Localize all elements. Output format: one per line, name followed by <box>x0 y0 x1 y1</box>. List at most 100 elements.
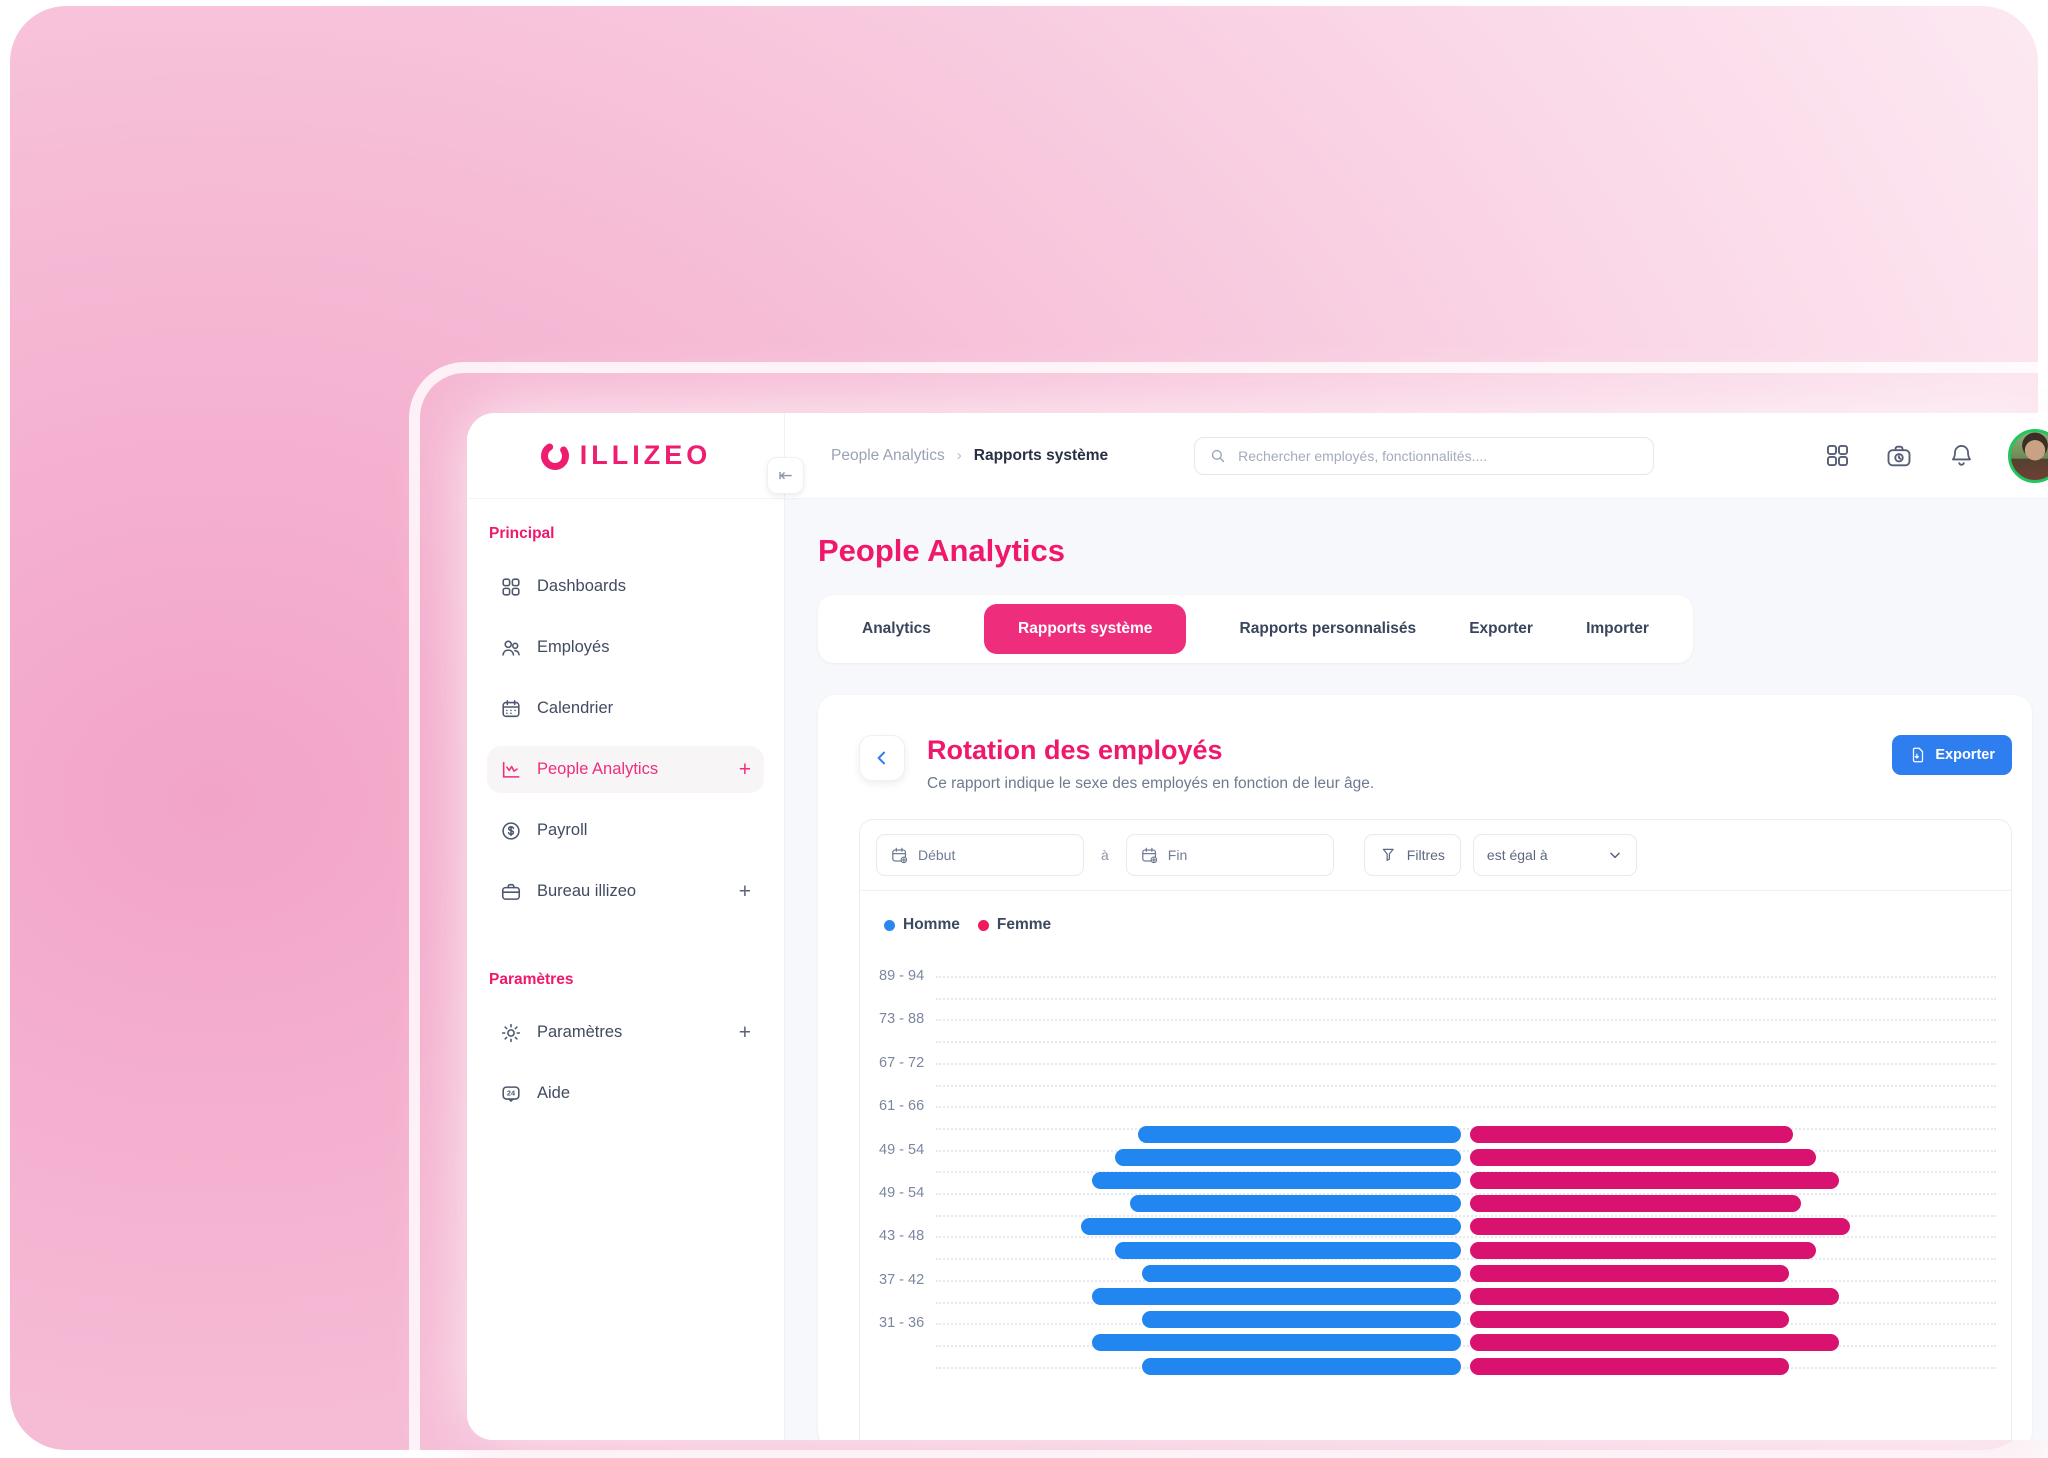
sidebar-item-label: Payroll <box>537 821 588 839</box>
legend-label: Femme <box>996 916 1052 933</box>
sidebar: ILLIZEO ⇤ Principal Dashboards Employés Cal… <box>467 413 804 1440</box>
gridline <box>936 1279 1996 1282</box>
sidebar-item-employ-s[interactable]: Employés <box>487 624 764 671</box>
sidebar-nav: Principal Dashboards Employés Calendrier Peo… <box>467 499 784 1117</box>
age-axis-label: 61 - 66 <box>879 1098 925 1115</box>
search-icon <box>1209 447 1227 465</box>
sidebar-item-payroll[interactable]: Payroll <box>487 807 764 854</box>
plus-icon[interactable]: + <box>738 757 751 781</box>
sidebar-collapse-button[interactable]: ⇤ <box>767 457 804 494</box>
topbar-icons <box>1822 428 2048 483</box>
gear-icon <box>500 1022 522 1044</box>
report-title: Rotation des employés <box>927 735 1223 765</box>
sidebar-item-param-tres[interactable]: Paramètres + <box>487 1009 764 1056</box>
sidebar-item-dashboards[interactable]: Dashboards <box>487 563 764 610</box>
briefcase-clock-icon[interactable] <box>1884 441 1914 471</box>
search-input[interactable] <box>1236 446 1640 465</box>
sidebar-item-people-analytics[interactable]: People Analytics + <box>487 746 764 793</box>
bell-icon[interactable] <box>1946 441 1976 471</box>
plus-icon[interactable]: + <box>738 1020 751 1044</box>
tab-importer[interactable]: Importer <box>1586 620 1649 637</box>
bar-femme <box>1470 1218 1850 1236</box>
bar-homme <box>1092 1334 1461 1352</box>
date-end-placeholder: Fin <box>1167 847 1188 863</box>
bar-femme <box>1470 1125 1793 1143</box>
report-subtitle: Ce rapport indique le sexe des employés … <box>927 775 1375 792</box>
tab-exporter[interactable]: Exporter <box>1469 620 1533 637</box>
gridline <box>936 1193 1996 1195</box>
calendar-plus-icon <box>892 847 908 863</box>
age-axis-label: 73 - 88 <box>879 1011 925 1028</box>
sidebar-item-label: Calendrier <box>537 699 614 717</box>
legend-dot-icon <box>884 919 895 931</box>
plus-icon[interactable]: + <box>738 879 751 903</box>
bar-homme <box>1115 1241 1461 1259</box>
page-title: People Analytics <box>818 533 1065 568</box>
sidebar-item-label: Aide <box>537 1084 571 1102</box>
svg-text:24: 24 <box>507 1088 516 1097</box>
device-frame <box>409 362 2048 1458</box>
chevron-down-icon <box>1607 847 1623 863</box>
sidebar-item-bureau-illizeo[interactable]: Bureau illizeo + <box>487 868 764 915</box>
gridline <box>936 1236 1996 1239</box>
bar-femme <box>1470 1148 1816 1166</box>
tab-rapports-syst-me[interactable]: Rapports système <box>984 604 1187 654</box>
report-header: Rotation des employés Ce rapport indique… <box>859 735 2012 793</box>
briefcase-icon <box>500 881 522 903</box>
gridline <box>936 1366 1996 1369</box>
date-end-input[interactable]: Fin <box>1125 834 1334 876</box>
tab-analytics[interactable]: Analytics <box>862 620 931 637</box>
export-button-label: Exporter <box>1935 747 1995 763</box>
breadcrumb-current: Rapports système <box>973 446 1109 464</box>
bar-femme <box>1470 1264 1790 1282</box>
filters-button[interactable]: Filtres <box>1363 834 1461 876</box>
logo-mark-icon <box>540 441 569 470</box>
export-button[interactable]: Exporter <box>1892 735 2012 775</box>
bar-femme <box>1470 1287 1839 1305</box>
sidebar-item-label: People Analytics <box>537 760 659 778</box>
bar-homme <box>1115 1148 1461 1166</box>
sidebar-item-calendrier[interactable]: Calendrier <box>487 685 764 732</box>
filter-row: Début à Fin <box>860 820 2011 891</box>
age-axis-label: 67 - 72 <box>879 1054 925 1071</box>
topbar: People Analytics › Rapports système <box>785 413 2048 499</box>
bar-femme <box>1470 1171 1839 1189</box>
badge-24-icon: 24 <box>500 1083 522 1105</box>
gridline <box>936 1214 1996 1217</box>
dollar-circle-icon <box>500 820 522 842</box>
report-card: Rotation des employés Ce rapport indique… <box>818 695 2032 1440</box>
filters-button-label: Filtres <box>1406 847 1445 863</box>
calendar-icon <box>500 698 522 720</box>
legend-item-homme: Homme <box>884 916 960 934</box>
bar-homme <box>1141 1264 1461 1282</box>
gridline <box>936 1301 1996 1304</box>
breadcrumb-parent[interactable]: People Analytics <box>831 446 945 464</box>
gridline <box>936 1323 1996 1326</box>
chevron-left-icon <box>877 751 886 765</box>
operator-select[interactable]: est égal à <box>1472 834 1637 876</box>
avatar[interactable] <box>2008 428 2048 483</box>
bar-homme <box>1141 1311 1461 1329</box>
date-separator: à <box>1101 847 1109 863</box>
date-start-input[interactable]: Début <box>876 834 1084 876</box>
dashboards-icon <box>500 576 522 598</box>
logo-text: ILLIZEO <box>579 440 712 470</box>
breadcrumb-chevron-icon: › <box>956 447 962 464</box>
filter-icon <box>1382 848 1394 861</box>
sidebar-item-label: Bureau illizeo <box>537 882 637 900</box>
bar-homme <box>1092 1171 1461 1189</box>
bar-homme <box>1130 1195 1461 1213</box>
gridline <box>936 1019 1996 1022</box>
bar-femme <box>1470 1311 1790 1329</box>
sidebar-item-label: Paramètres <box>537 1023 623 1041</box>
gridline <box>936 1062 1996 1065</box>
sidebar-item-aide[interactable]: 24 Aide <box>487 1070 764 1117</box>
back-button[interactable] <box>859 735 905 781</box>
tab-rapports-personnalis-s[interactable]: Rapports personnalisés <box>1239 620 1417 637</box>
bar-homme <box>1138 1125 1461 1143</box>
sidebar-item-label: Dashboards <box>537 577 626 595</box>
gridline <box>936 1171 1996 1174</box>
apps-grid-icon[interactable] <box>1822 441 1852 471</box>
search-box[interactable] <box>1194 436 1655 475</box>
people-icon <box>500 637 522 659</box>
